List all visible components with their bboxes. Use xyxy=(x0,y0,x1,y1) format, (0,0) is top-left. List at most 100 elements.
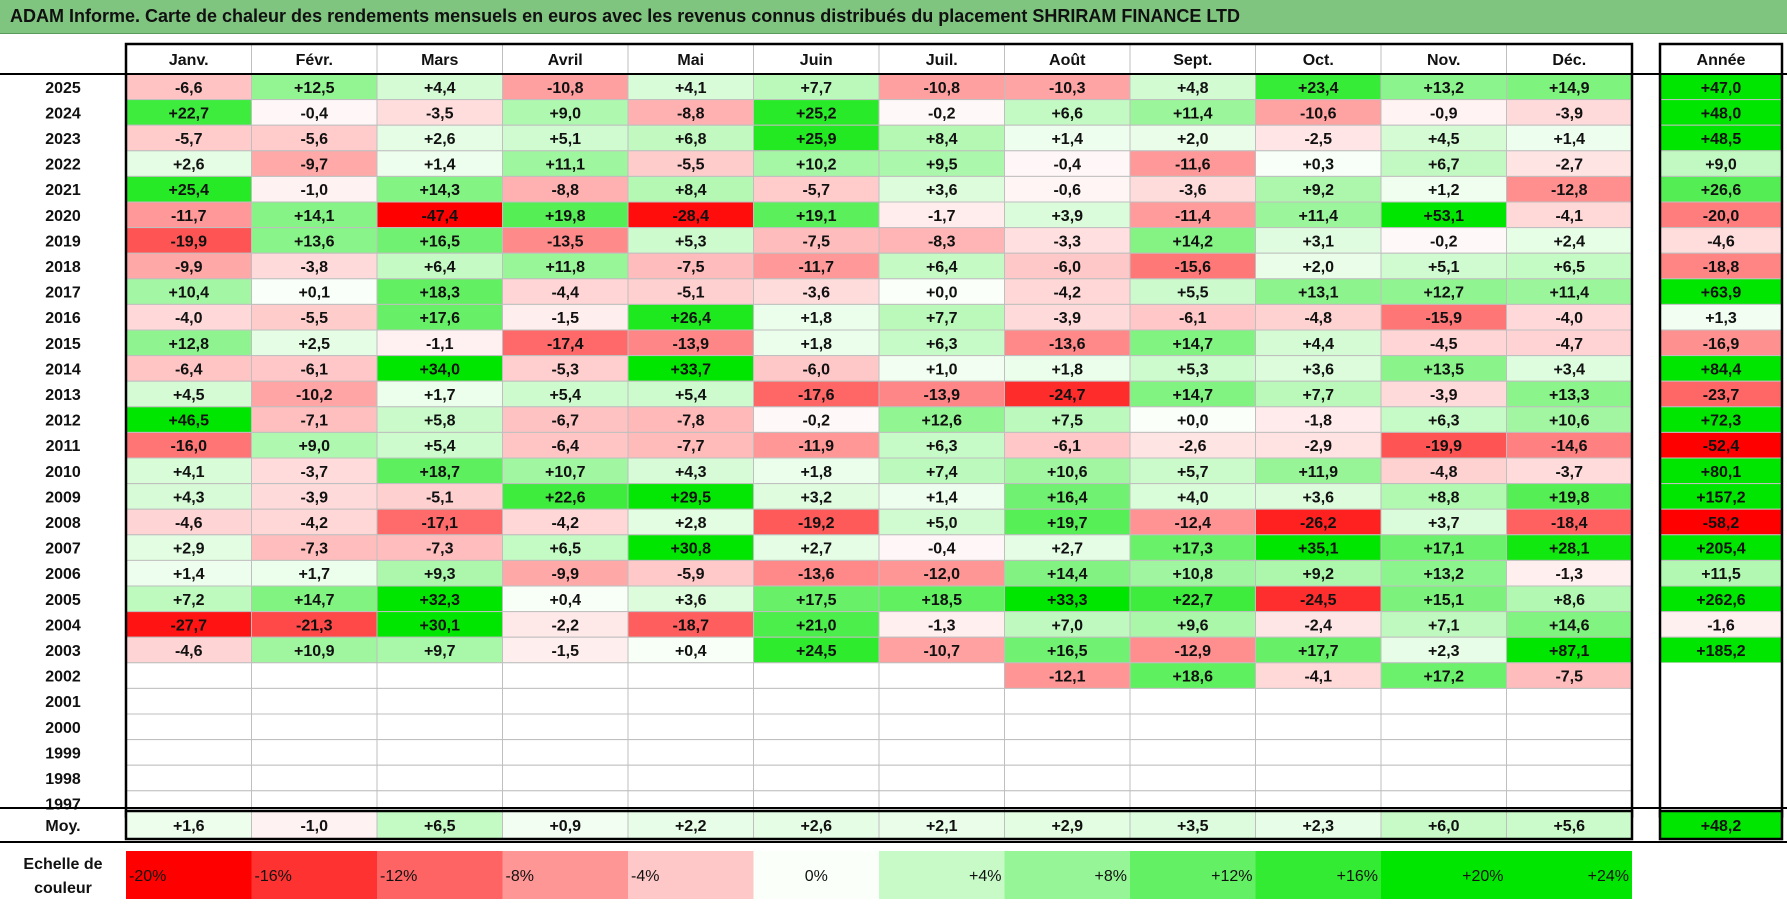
heatmap-cell xyxy=(1004,483,1131,510)
row-year-label: 2001 xyxy=(45,694,81,711)
heatmap-value: +3,6 xyxy=(1302,489,1334,506)
heatmap-value: +19,1 xyxy=(796,208,837,225)
heatmap-value: +21,0 xyxy=(796,617,837,634)
heatmap-cell xyxy=(502,764,629,792)
heatmap-cell xyxy=(502,457,629,485)
heatmap-value: +10,8 xyxy=(1173,566,1214,583)
heatmap-value: +23,4 xyxy=(1298,80,1339,97)
heatmap-cell xyxy=(125,303,252,331)
heatmap-cell xyxy=(878,687,1005,715)
heatmap-value: -6,4 xyxy=(175,361,203,378)
heatmap-value: +3,6 xyxy=(1302,361,1334,378)
heatmap-value: +5,4 xyxy=(549,387,581,404)
heatmap-value: -13,6 xyxy=(1049,336,1086,353)
heatmap-value: +10,4 xyxy=(169,285,210,302)
heatmap-value: +22,7 xyxy=(169,105,210,122)
heatmap-value: -2,2 xyxy=(551,617,579,634)
row-year-label: 2010 xyxy=(45,464,81,481)
heatmap-cell xyxy=(1255,406,1382,433)
heatmap-value: +35,1 xyxy=(1298,541,1339,558)
heatmap-cell xyxy=(878,585,1005,613)
heatmap-value: +30,8 xyxy=(671,541,712,558)
heatmap-value: +15,1 xyxy=(1424,592,1465,609)
heatmap-value: +0,0 xyxy=(1177,413,1209,430)
heatmap-value: -12,8 xyxy=(1551,182,1588,199)
average-annual-cell xyxy=(1658,809,1784,841)
heatmap-value: +17,6 xyxy=(420,310,461,327)
heatmap-cell xyxy=(502,406,629,433)
heatmap-cell xyxy=(1004,329,1131,357)
heatmap-cell xyxy=(502,687,629,715)
scale-step-label: +12% xyxy=(1211,868,1252,885)
average-value: +2,1 xyxy=(926,818,958,835)
heatmap-cell xyxy=(1004,534,1131,561)
heatmap-value: +2,6 xyxy=(424,131,456,148)
row-year-label: 2000 xyxy=(45,720,81,737)
annual-value: +63,9 xyxy=(1701,285,1742,302)
heatmap-cell xyxy=(753,483,880,510)
annual-value: +11,5 xyxy=(1701,566,1741,583)
heatmap-value: +1,4 xyxy=(926,489,958,506)
heatmap-cell xyxy=(627,201,754,229)
heatmap-cell xyxy=(878,227,1005,254)
heatmap-cell xyxy=(502,662,629,689)
heatmap-value: -11,9 xyxy=(798,438,834,455)
annual-cell xyxy=(1660,662,1782,689)
heatmap-cell xyxy=(125,534,252,561)
heatmap-value: -2,6 xyxy=(1179,438,1207,455)
scale-swatch xyxy=(753,851,879,899)
scale-step-label: -8% xyxy=(506,868,534,885)
heatmap-value: +1,4 xyxy=(424,157,456,174)
heatmap-value: +1,8 xyxy=(800,464,832,481)
heatmap-value: +11,4 xyxy=(1173,105,1213,122)
heatmap-value: +5,3 xyxy=(1177,361,1209,378)
heatmap-value: -0,4 xyxy=(300,105,328,122)
heatmap-value: +6,8 xyxy=(675,131,707,148)
annual-cell xyxy=(1660,765,1782,791)
heatmap-value: -5,5 xyxy=(300,310,328,327)
heatmap-value: +13,2 xyxy=(1424,80,1465,97)
heatmap-value: +14,7 xyxy=(294,592,335,609)
heatmap-cell xyxy=(1380,380,1507,408)
heatmap-value: +10,7 xyxy=(545,464,586,481)
heatmap-value: -4,1 xyxy=(1555,208,1583,225)
heatmap-cell xyxy=(627,73,754,101)
heatmap-cell xyxy=(251,73,378,101)
heatmap-value: -7,5 xyxy=(1555,669,1583,686)
heatmap-cell xyxy=(878,483,1005,510)
heatmap-value: +2,7 xyxy=(800,541,832,558)
heatmap-value: -47,4 xyxy=(422,208,459,225)
heatmap-cell xyxy=(1506,764,1633,792)
heatmap-value: -5,6 xyxy=(300,131,328,148)
heatmap-cell xyxy=(1255,201,1382,229)
heatmap-cell xyxy=(1004,201,1131,229)
heatmap-cell xyxy=(125,150,252,177)
heatmap-cell xyxy=(251,559,378,587)
heatmap-cell xyxy=(627,713,754,741)
heatmap-cell xyxy=(376,150,503,177)
heatmap-value: +6,3 xyxy=(1428,413,1460,430)
heatmap-cell xyxy=(1004,687,1131,715)
average-value: -1,0 xyxy=(300,818,328,835)
heatmap-value: -3,9 xyxy=(1053,310,1081,327)
heatmap-value: +5,7 xyxy=(1177,464,1209,481)
heatmap-value: +29,5 xyxy=(671,489,712,506)
heatmap-cell xyxy=(1506,457,1633,485)
heatmap-value: -4,8 xyxy=(1430,464,1458,481)
heatmap-cell xyxy=(1129,764,1256,792)
annual-value: +84,4 xyxy=(1701,361,1742,378)
heatmap-value: -3,5 xyxy=(426,105,454,122)
heatmap-value: -7,5 xyxy=(802,233,830,250)
heatmap-value: +6,6 xyxy=(1051,105,1083,122)
heatmap-value: -6,0 xyxy=(802,361,830,378)
average-value: +2,2 xyxy=(675,818,707,835)
row-year-label: 2002 xyxy=(45,669,81,686)
heatmap-cell xyxy=(753,175,880,203)
heatmap-value: +5,3 xyxy=(675,233,707,250)
heatmap-cell xyxy=(251,636,378,664)
heatmap-value: -4,2 xyxy=(551,515,579,532)
heatmap-value: +6,3 xyxy=(926,438,958,455)
heatmap-cell xyxy=(1004,713,1131,741)
row-year-label: 2012 xyxy=(45,413,81,430)
